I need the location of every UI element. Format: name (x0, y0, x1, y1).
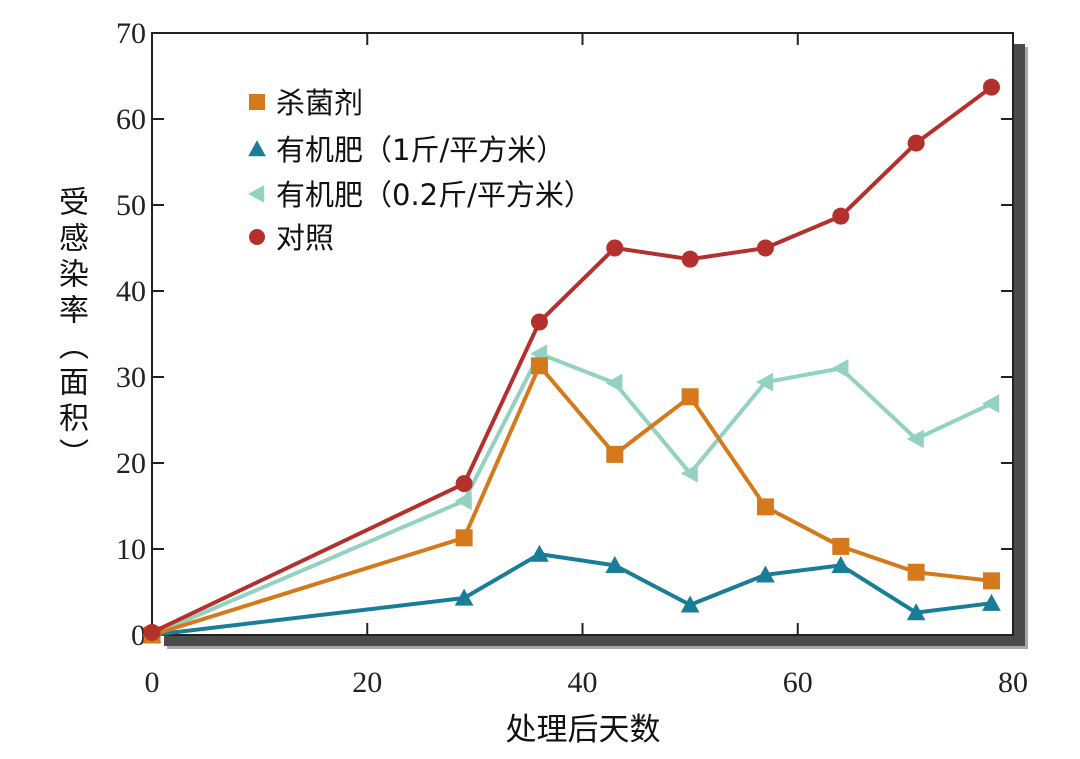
legend-marker-fungicide (249, 94, 265, 110)
legend-marker-organic-1jin (248, 140, 266, 157)
legend-label-organic-1jin: 有机肥（1斤/平方米） (276, 133, 565, 167)
plot-area (151, 32, 1014, 636)
data-point-organic-1jin (906, 603, 926, 621)
legend-label-control: 对照 (276, 221, 334, 255)
legend-entry-fungicide: 杀菌剂 (249, 86, 363, 120)
data-point-control (832, 207, 850, 225)
legend-entry-organic-1jin: 有机肥（1斤/平方米） (248, 133, 565, 167)
data-point-fungicide (756, 498, 774, 516)
data-point-organic-1jin (756, 565, 775, 583)
data-point-fungicide (907, 563, 925, 581)
legend-entry-control: 对照 (249, 221, 334, 255)
data-point-organic-1jin (530, 544, 549, 562)
axis-ticks-layer: 0 10 20 30 40 50 60 70 0 20 40 60 80 (116, 17, 1028, 699)
data-point-organic-1jin (831, 555, 851, 573)
data-point-fungicide (606, 445, 624, 463)
data-point-organic-0-2jin (906, 429, 924, 449)
data-point-organic-0-2jin (680, 463, 698, 483)
data-point-fungicide (832, 537, 850, 555)
series-fungicide (143, 357, 1000, 644)
y-tick-label: 10 (116, 533, 146, 566)
data-point-fungicide (681, 388, 699, 406)
data-point-control (756, 239, 774, 257)
data-point-organic-0-2jin (831, 359, 849, 378)
y-tick-label: 30 (116, 361, 146, 394)
y-tick-label: 50 (116, 189, 146, 222)
series-organic-1jin (142, 544, 1001, 643)
data-point-organic-1jin (454, 588, 474, 606)
y-tick-label: 20 (116, 447, 146, 480)
data-point-organic-1jin (680, 595, 700, 613)
legend-marker-control (249, 229, 265, 245)
series-layer (142, 78, 1001, 645)
data-point-organic-0-2jin (982, 394, 1000, 414)
x-tick-label: 0 (145, 666, 160, 699)
y-tick-label: 70 (116, 17, 146, 50)
legend-marker-organic-0-2jin (248, 185, 265, 203)
y-tick-label: 40 (116, 275, 146, 308)
data-point-organic-1jin (982, 593, 1001, 611)
data-point-control (606, 239, 624, 257)
data-point-organic-0-2jin (454, 491, 472, 511)
data-point-control (143, 623, 161, 641)
series-control (143, 78, 1000, 641)
x-tick-label: 80 (998, 666, 1028, 699)
y-tick-label: 60 (116, 103, 146, 136)
data-point-control (455, 475, 473, 493)
data-point-control (982, 78, 1000, 96)
data-point-fungicide (455, 529, 473, 547)
plot-frame-layer (151, 32, 1028, 649)
legend-label-organic-0-2jin: 有机肥（0.2斤/平方米） (276, 178, 593, 212)
x-tick-label: 40 (568, 666, 598, 699)
y-tick-label: 0 (131, 619, 146, 652)
data-point-control (530, 313, 548, 331)
data-point-organic-0-2jin (756, 372, 774, 392)
x-tick-label: 60 (783, 666, 813, 699)
data-point-organic-1jin (605, 555, 625, 573)
data-point-organic-0-2jin (605, 373, 623, 393)
legend-entry-organic-0-2jin: 有机肥（0.2斤/平方米） (248, 178, 593, 212)
data-point-control (907, 134, 925, 152)
data-point-fungicide (982, 572, 1000, 590)
x-tick-label: 20 (352, 666, 382, 699)
data-point-fungicide (530, 357, 548, 375)
legend-label-fungicide: 杀菌剂 (276, 86, 363, 120)
x-axis-title: 处理后天数 (506, 712, 661, 748)
data-point-control (681, 250, 699, 268)
y-axis-title: 受感染率（面积） (53, 186, 88, 474)
